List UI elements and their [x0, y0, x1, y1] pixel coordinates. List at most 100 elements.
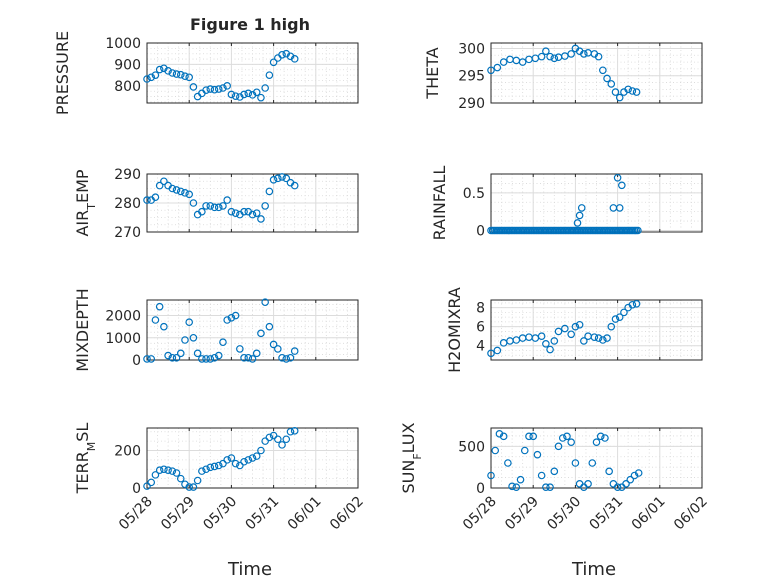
data-point [252, 88, 261, 97]
data-point [278, 50, 286, 59]
data-point [219, 202, 227, 210]
data-point [537, 471, 546, 480]
data-point [632, 300, 641, 308]
data-point [618, 181, 626, 190]
data-point [257, 329, 265, 338]
y-tick-label: 270 [114, 225, 141, 241]
data-point [554, 327, 563, 336]
data-point [550, 467, 559, 476]
y-axis-label: H2OMIXRA [445, 287, 464, 373]
y-tick-label: 4 [476, 339, 485, 355]
data-point [584, 49, 592, 57]
data-point [512, 483, 521, 491]
data-point [257, 446, 265, 455]
y-axis-label: SUNFLUX [399, 422, 424, 493]
y-tick-label: 2000 [105, 309, 141, 325]
data-point [584, 480, 592, 488]
data-point [155, 466, 164, 474]
data-point [611, 315, 620, 323]
data-point [580, 337, 588, 345]
y-tick-label: 200 [114, 444, 141, 460]
data-point [147, 355, 156, 363]
data-point [176, 70, 185, 79]
data-point [176, 349, 185, 358]
data-point [599, 66, 607, 75]
data-point [189, 333, 198, 342]
y-tick-label: 0 [132, 481, 141, 497]
data-point [181, 72, 189, 81]
x-tick-label: 06/01 [629, 494, 669, 534]
data-point [567, 438, 575, 446]
data-point [164, 351, 172, 360]
data-point [244, 456, 253, 464]
data-point [261, 84, 269, 92]
subplot-theta: 290 295 300 THETA [423, 41, 703, 112]
data-point [147, 73, 156, 82]
data-point [181, 189, 189, 197]
data-point [227, 313, 236, 322]
data-point [181, 336, 189, 344]
data-point [210, 353, 219, 362]
data-point [210, 203, 219, 212]
data-point [261, 298, 269, 307]
data-point [546, 345, 554, 354]
axes-frame [490, 427, 703, 489]
y-tick-label: 1000 [105, 331, 141, 347]
data-point [499, 432, 508, 441]
data-point [525, 333, 533, 341]
data-point [282, 435, 291, 444]
y-tick-label: 8 [476, 301, 485, 317]
data-point [274, 345, 282, 353]
data-point [558, 434, 567, 442]
data-point [525, 432, 533, 441]
data-point [575, 211, 584, 220]
data-point [624, 85, 632, 94]
left-x-axis-label: Time [227, 559, 272, 580]
data-point [577, 204, 586, 212]
data-point [185, 190, 194, 199]
data-point [151, 316, 160, 324]
data-point [618, 483, 626, 491]
data-point [185, 483, 194, 491]
data-point [269, 58, 278, 67]
data-point [533, 450, 542, 459]
data-point [554, 442, 563, 451]
data-point [155, 181, 164, 190]
data-point [202, 202, 210, 210]
data-point [198, 467, 206, 475]
y-tick-label: 800 [114, 79, 141, 95]
y-tick-label: 0.5 [463, 186, 485, 202]
data-point [265, 187, 274, 196]
data-point [168, 467, 177, 475]
data-point [172, 70, 181, 78]
data-point [244, 353, 253, 362]
data-point [590, 333, 599, 341]
data-point [512, 336, 521, 344]
y-tick-label: 280 [114, 196, 141, 212]
y-tick-label: 300 [458, 41, 485, 57]
x-tick-label: 05/30 [200, 494, 240, 534]
data-point [240, 207, 248, 216]
right-x-axis-label: Time [571, 559, 616, 580]
data-point [592, 438, 601, 446]
x-tick-label: 05/28 [460, 494, 500, 534]
y-axis-label: AIRTEMP [73, 169, 98, 236]
data-point [236, 345, 244, 353]
x-tick-label: 06/02 [671, 494, 711, 534]
data-point [487, 471, 495, 480]
data-point [269, 176, 278, 184]
data-point [596, 432, 605, 441]
data-point [542, 340, 550, 348]
data-point [282, 174, 291, 183]
subplot-air-temp: 270 280 290 AIRTEMP [73, 167, 359, 241]
data-point [185, 318, 194, 327]
data-point [164, 67, 172, 75]
axes-frame [146, 299, 359, 361]
y-axis-label: RAINFALL [430, 166, 449, 241]
data-point [563, 432, 571, 441]
data-point [567, 50, 575, 58]
data-point [546, 483, 554, 491]
data-point [223, 196, 231, 204]
data-point [550, 54, 559, 63]
data-point [214, 351, 223, 360]
